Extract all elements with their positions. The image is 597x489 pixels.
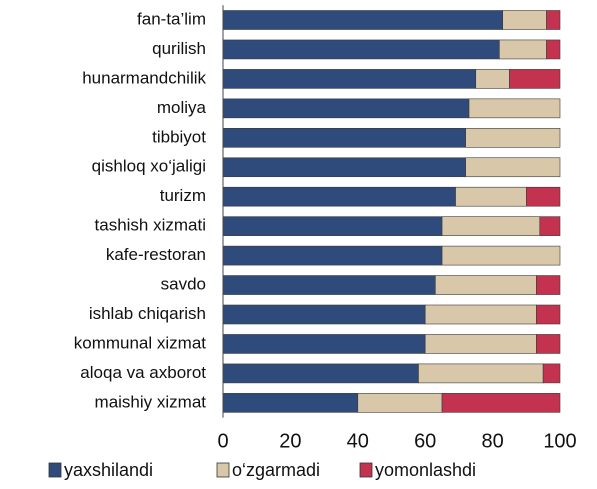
category-label: savdo bbox=[161, 275, 206, 294]
bar-segment bbox=[222, 39, 500, 60]
bar-segment bbox=[357, 393, 443, 413]
category-label: ishlab chiqarish bbox=[89, 304, 206, 323]
legend-label: yomonlashdi bbox=[375, 460, 476, 480]
bar-segment bbox=[222, 69, 477, 89]
bar-segment bbox=[222, 10, 504, 30]
bar-segment bbox=[424, 334, 537, 354]
bar-segment bbox=[418, 363, 544, 384]
category-label: tashish xizmati bbox=[95, 216, 206, 235]
category-label: aloqa va axborot bbox=[80, 363, 206, 382]
bar-segment bbox=[536, 334, 561, 354]
bar-segment bbox=[222, 157, 466, 178]
bar-segment bbox=[222, 393, 359, 413]
bar-segment bbox=[424, 304, 537, 325]
bar-segment bbox=[441, 245, 561, 266]
bar-segment bbox=[468, 98, 561, 119]
legend-label: yaxshilandi bbox=[64, 460, 153, 480]
category-label: turizm bbox=[160, 186, 206, 205]
bar-segment bbox=[222, 245, 443, 266]
bar-segment bbox=[536, 304, 561, 325]
category-label: maishiy xizmat bbox=[95, 392, 207, 411]
category-label: tibbiyot bbox=[152, 127, 206, 146]
bar-segment bbox=[525, 186, 561, 207]
category-label: moliya bbox=[157, 98, 207, 117]
bar-segment bbox=[509, 69, 561, 89]
x-tick-label: 40 bbox=[347, 430, 369, 452]
bar-segment bbox=[441, 393, 561, 413]
bar-segment bbox=[222, 275, 436, 295]
category-label: qishloq xo‘jaligi bbox=[92, 157, 206, 176]
bar-segment bbox=[502, 10, 547, 30]
bar-segment bbox=[222, 186, 456, 207]
category-label: kafe-restoran bbox=[106, 245, 206, 264]
bar-segment bbox=[222, 128, 466, 148]
bar-segment bbox=[546, 39, 561, 60]
bar-segment bbox=[222, 304, 426, 325]
category-label: qurilish bbox=[152, 39, 206, 58]
bar-segment bbox=[222, 98, 470, 119]
bar-segment bbox=[539, 216, 561, 236]
legend-swatch bbox=[48, 462, 62, 478]
bar-segment bbox=[465, 157, 561, 178]
category-label: fan-ta’lim bbox=[137, 9, 206, 28]
bar-segment bbox=[435, 275, 537, 295]
x-tick-label: 80 bbox=[481, 430, 503, 452]
category-label: kommunal xizmat bbox=[74, 333, 207, 352]
legend-swatch bbox=[359, 462, 373, 478]
bar-segment bbox=[475, 69, 510, 89]
legend-label: o‘zgarmadi bbox=[232, 460, 320, 480]
bar-segment bbox=[546, 10, 561, 30]
bar-segment bbox=[465, 128, 561, 148]
x-tick-label: 100 bbox=[543, 430, 576, 452]
legend-swatch bbox=[216, 462, 230, 478]
x-tick-label: 20 bbox=[279, 430, 301, 452]
x-tick-label: 0 bbox=[217, 430, 228, 452]
bar-segment bbox=[499, 39, 547, 60]
category-label: hunarmandchilik bbox=[82, 68, 206, 87]
bar-segment bbox=[536, 275, 561, 295]
x-tick-label: 60 bbox=[414, 430, 436, 452]
bar-segment bbox=[542, 363, 561, 384]
bar-segment bbox=[222, 216, 443, 236]
bar-segment bbox=[222, 363, 419, 384]
bar-segment bbox=[455, 186, 527, 207]
bar-segment bbox=[222, 334, 426, 354]
bar-segment bbox=[441, 216, 541, 236]
